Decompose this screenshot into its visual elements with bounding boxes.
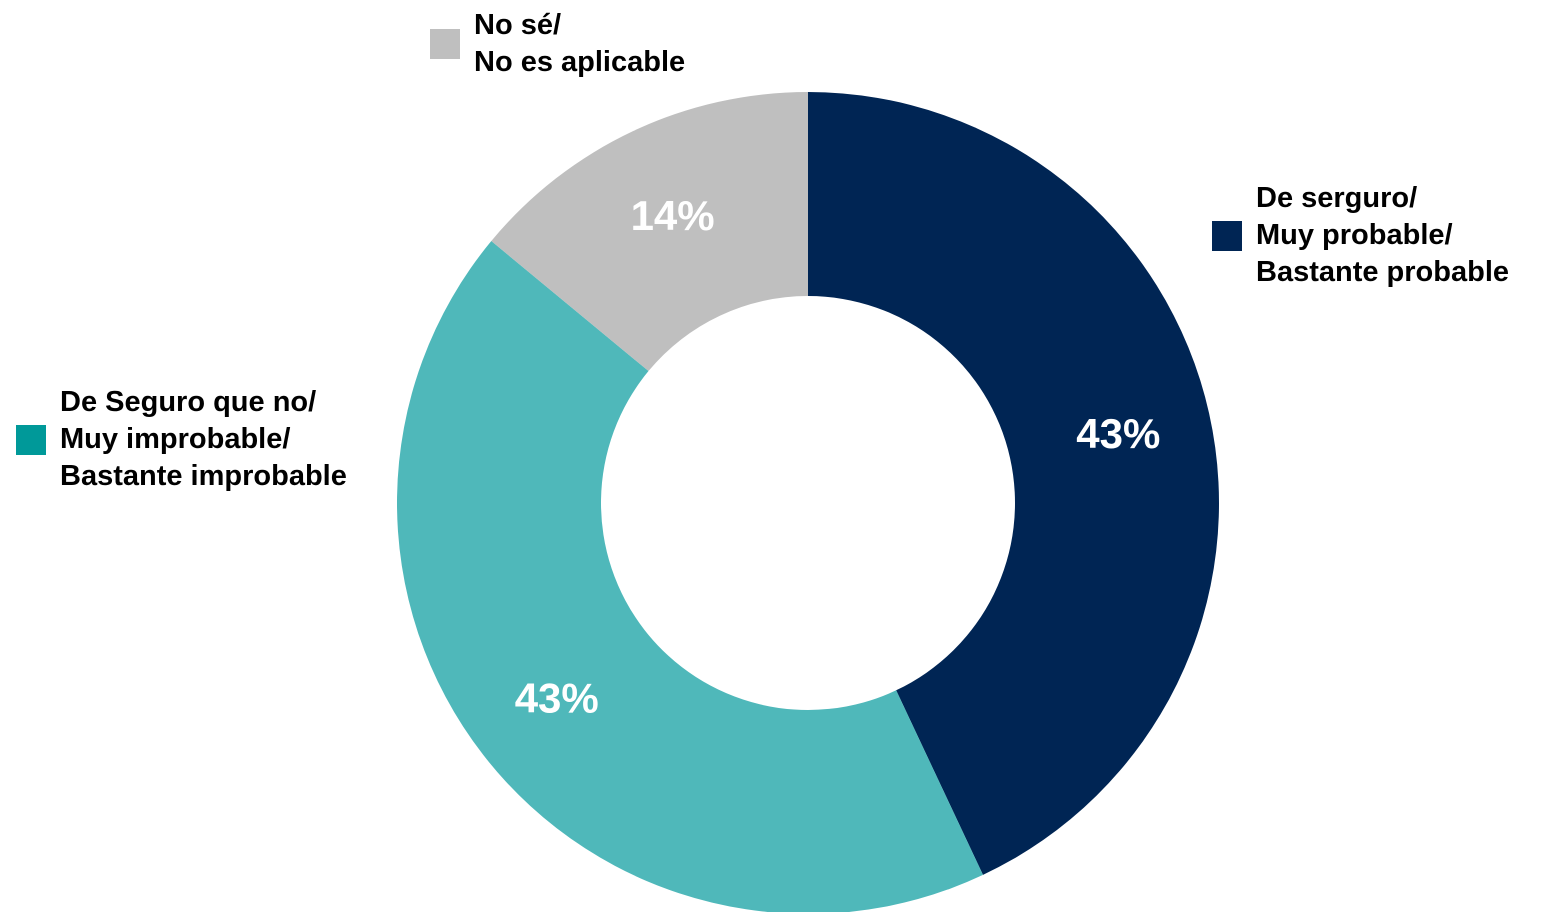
legend-line: Bastante improbable bbox=[60, 460, 347, 492]
legend-line: Muy improbable/ bbox=[60, 423, 291, 455]
value-labels-layer: 43% 43% 14% bbox=[515, 192, 1161, 722]
legend-line: No es aplicable bbox=[474, 46, 686, 78]
legend-item-favorable: De serguro/ Muy probable/ Bastante proba… bbox=[1212, 180, 1509, 291]
donut-slice-unknown bbox=[491, 92, 808, 372]
legend-item-unfavorable: De Seguro que no/ Muy improbable/ Bastan… bbox=[16, 384, 347, 495]
legend-line: De Seguro que no/ bbox=[60, 386, 317, 418]
value-label-unfavorable: 43% bbox=[515, 674, 599, 721]
legend-label-unknown: No sé/ No es aplicable bbox=[474, 7, 685, 81]
legend-label-favorable: De serguro/ Muy probable/ Bastante proba… bbox=[1256, 180, 1509, 291]
legend-item-unknown: No sé/ No es aplicable bbox=[430, 7, 685, 81]
legend-line: De serguro/ bbox=[1256, 182, 1418, 214]
legend-label-unfavorable: De Seguro que no/ Muy improbable/ Bastan… bbox=[60, 384, 347, 495]
value-label-favorable: 43% bbox=[1076, 410, 1160, 457]
legend-line: No sé/ bbox=[474, 9, 562, 41]
legend-line: Muy probable/ bbox=[1256, 219, 1453, 251]
donut-slice-unfavorable bbox=[396, 241, 983, 914]
legend-swatch-unknown bbox=[430, 29, 460, 59]
value-label-unknown: 14% bbox=[631, 192, 715, 239]
slices-layer bbox=[396, 92, 1219, 914]
legend-line: Bastante probable bbox=[1256, 256, 1509, 288]
legend-swatch-favorable bbox=[1212, 220, 1242, 251]
donut-slice-favorable bbox=[808, 92, 1219, 875]
legend-swatch-unfavorable bbox=[16, 424, 46, 455]
